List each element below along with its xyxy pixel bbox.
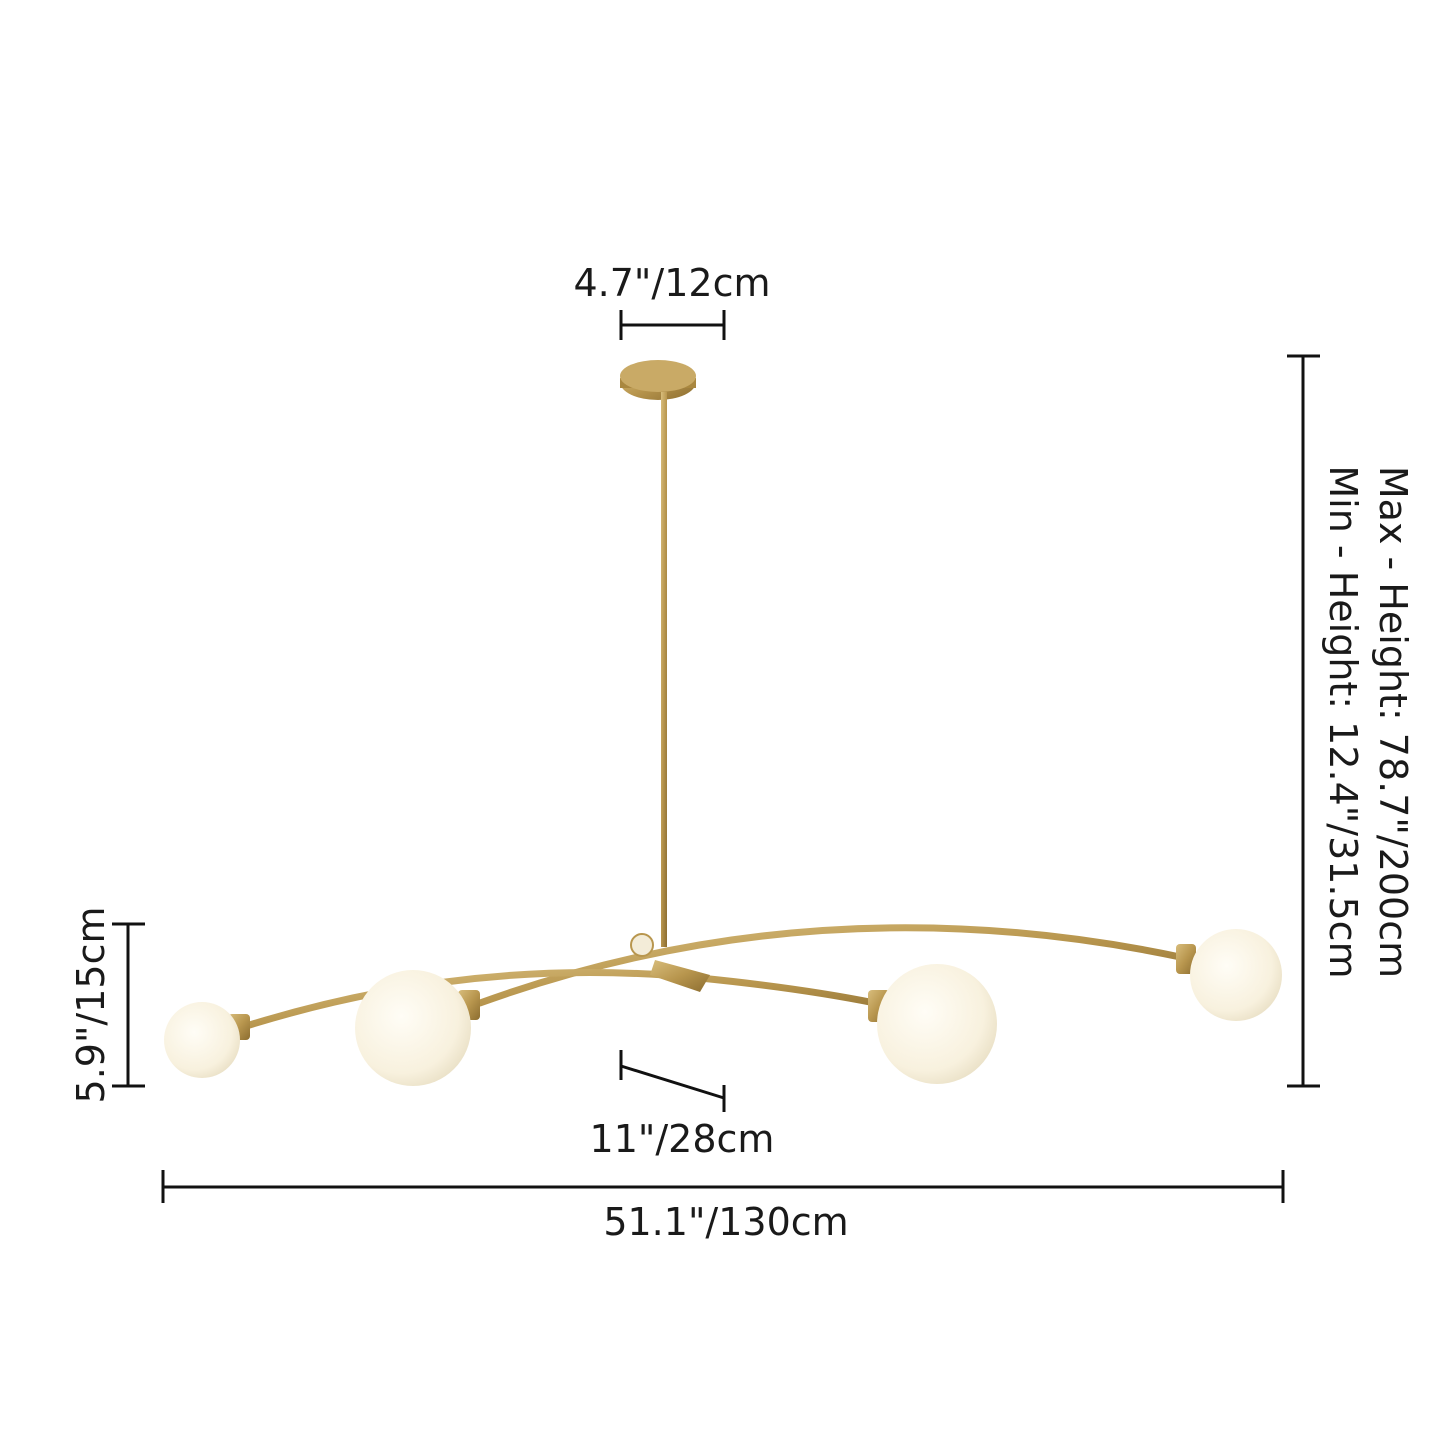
globe-shade	[877, 964, 997, 1084]
arm-joint	[650, 960, 710, 992]
globe-shade	[355, 970, 471, 1086]
dimension-height: Max - Height: 78.7"/200cm Min - Height: …	[1287, 354, 1415, 1088]
max-height-label: Max - Height: 78.7"/200cm	[1371, 466, 1415, 978]
arm-depth-label: 11"/28cm	[590, 1117, 775, 1161]
down-rod	[661, 392, 667, 947]
dimension-canopy-width: 4.7"/12cm	[574, 261, 771, 340]
shade-height-label: 5.9"/15cm	[69, 907, 113, 1104]
dimension-total-width: 51.1"/130cm	[161, 1170, 1285, 1244]
dimension-shade-height: 5.9"/15cm	[69, 907, 145, 1104]
pendant-lamp	[164, 360, 1282, 1086]
globe-shade	[164, 1002, 240, 1078]
dimension-arm-depth: 11"/28cm	[590, 1050, 775, 1161]
total-width-label: 51.1"/130cm	[603, 1200, 848, 1244]
globe-shade	[1190, 929, 1282, 1021]
arm-left	[236, 969, 879, 1032]
canopy-width-label: 4.7"/12cm	[574, 261, 771, 305]
min-height-label: Min - Height: 12.4"/31.5cm	[1321, 465, 1365, 978]
